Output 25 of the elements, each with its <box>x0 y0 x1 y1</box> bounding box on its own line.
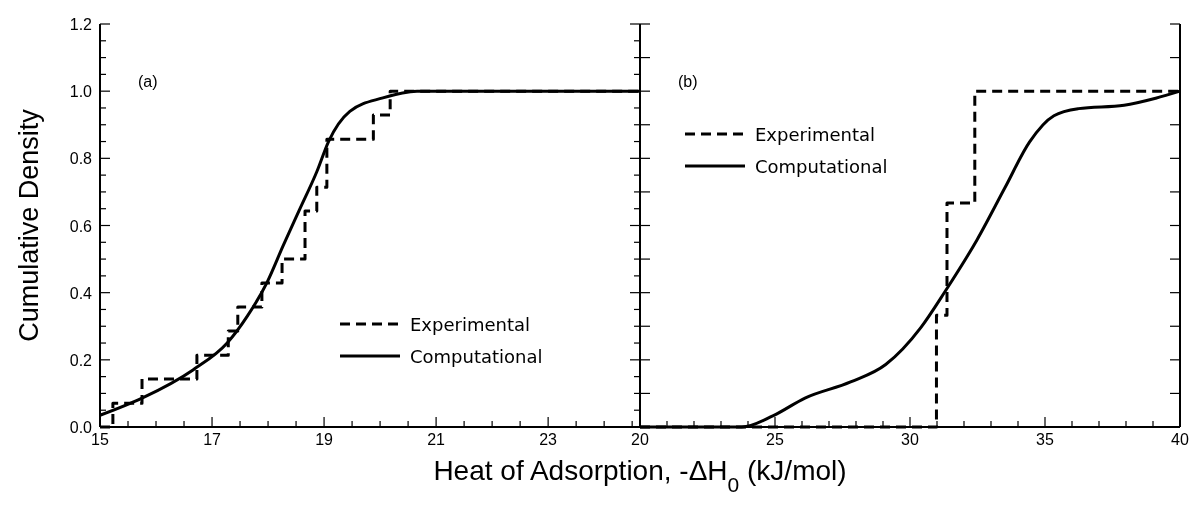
y-tick-label: 0.6 <box>69 217 93 235</box>
legend-label: Experimental <box>410 314 531 335</box>
x-tick-label: 15 <box>91 431 109 448</box>
x-tick-label: 25 <box>766 431 784 448</box>
y-tick-label: 0.0 <box>69 419 93 436</box>
legend-label: Computational <box>410 346 543 367</box>
legend-label: Experimental <box>755 124 876 145</box>
y-tick-label: 0.4 <box>69 284 93 302</box>
x-tick-label: 20 <box>631 431 649 448</box>
y-tick-label: 1.0 <box>69 83 93 101</box>
y-tick-label: 0.2 <box>69 351 93 369</box>
x-tick-label: 35 <box>1036 431 1054 448</box>
x-tick-label: 19 <box>315 431 334 448</box>
annotation: (b) <box>678 73 698 90</box>
y-axis-title: Cumulative Density <box>14 108 44 342</box>
legend-label: Computational <box>755 156 888 177</box>
x-tick-label: 23 <box>539 431 558 448</box>
x-tick-label: 17 <box>203 431 222 448</box>
x-tick-label: 21 <box>427 431 446 448</box>
x-tick-label: 30 <box>901 431 919 448</box>
x-tick-label: 40 <box>1171 431 1189 448</box>
y-tick-label: 1.2 <box>69 16 93 33</box>
y-tick-label: 0.8 <box>69 150 93 168</box>
x-axis-title: Heat of Adsorption, -ΔH$_{0}$ (kJ/mol) <box>433 455 847 496</box>
annotation: (a) <box>138 73 158 90</box>
